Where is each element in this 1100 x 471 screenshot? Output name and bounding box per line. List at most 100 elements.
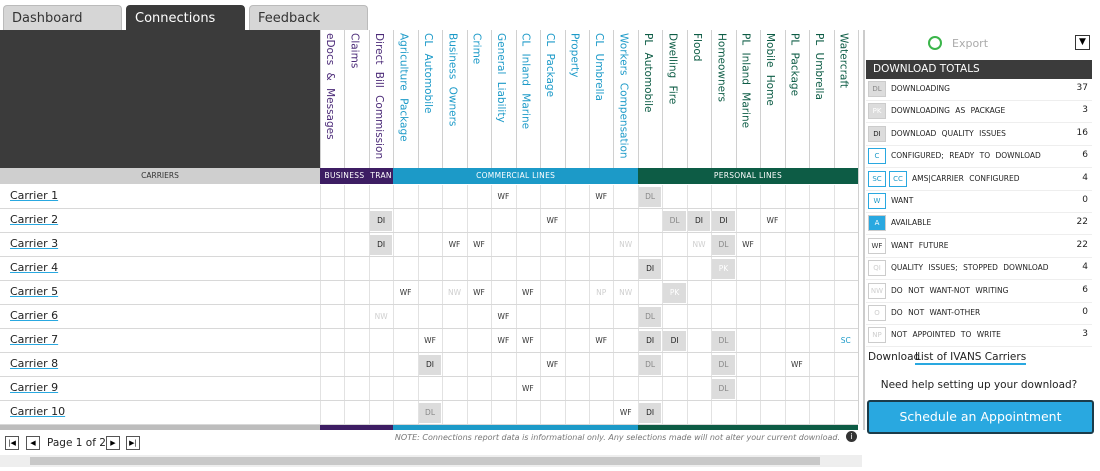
column-line bbox=[589, 30, 590, 168]
carrier-link[interactable]: Carrier 4 bbox=[10, 261, 59, 274]
status-cell: DI bbox=[712, 211, 735, 231]
prev-page[interactable]: ◀ bbox=[26, 436, 40, 450]
group-footer bbox=[368, 424, 394, 430]
total-line bbox=[866, 279, 1092, 281]
total-label: WANT FUTURE bbox=[891, 240, 949, 250]
carrier-link[interactable]: Carrier 7 bbox=[10, 333, 59, 346]
status-cell: SC bbox=[840, 336, 851, 345]
status-badge: PK bbox=[868, 103, 886, 120]
first-page[interactable]: |◀ bbox=[5, 436, 19, 450]
total-count: 16 bbox=[1076, 127, 1088, 138]
column-line bbox=[858, 30, 859, 424]
column-header: PL Umbrella bbox=[813, 33, 826, 100]
column-line bbox=[491, 30, 493, 168]
tab[interactable]: Connections bbox=[126, 5, 245, 30]
status-cell: DI bbox=[369, 211, 393, 231]
download-link[interactable]: List of IVANS Carriers bbox=[915, 351, 1027, 365]
total-label: NOT APPOINTED TO WRITE bbox=[891, 330, 1001, 340]
carriers-header: CARRIERS bbox=[0, 168, 320, 184]
status-cell: WF bbox=[742, 240, 754, 249]
column-header: PL Inland Marine bbox=[739, 33, 752, 129]
carrier-link[interactable]: Carrier 1 bbox=[10, 189, 59, 202]
column-line bbox=[711, 185, 713, 425]
total-count: 0 bbox=[1082, 307, 1088, 317]
column-header: PL Package bbox=[788, 33, 801, 97]
column-line bbox=[735, 185, 737, 425]
status-badge: NP bbox=[868, 327, 886, 344]
group-header: BUSINESS bbox=[320, 168, 369, 184]
footer-bar bbox=[0, 424, 320, 430]
total-label: DO NOT WANT-NOT WRITING bbox=[891, 285, 1009, 295]
column-line bbox=[784, 185, 786, 425]
column-header: Mobile Home bbox=[764, 33, 777, 106]
column-header: eDocs & Messages bbox=[324, 33, 336, 140]
last-page[interactable]: ▶| bbox=[126, 436, 140, 450]
column-line bbox=[833, 30, 835, 168]
row-line bbox=[0, 376, 858, 377]
group-header: TRAN bbox=[368, 168, 394, 184]
dropdown[interactable]: ▼ bbox=[1075, 35, 1090, 50]
status-badge: WF bbox=[868, 237, 886, 254]
total-line bbox=[866, 234, 1092, 236]
column-header: General Liability bbox=[495, 33, 508, 123]
total-count: 0 bbox=[1082, 195, 1088, 205]
carrier-link[interactable]: Carrier 3 bbox=[10, 237, 59, 250]
column-line bbox=[564, 30, 566, 168]
column-header: Watercraft bbox=[837, 33, 850, 88]
status-cell: WF bbox=[521, 288, 534, 297]
carrier-link[interactable]: Carrier 9 bbox=[10, 381, 59, 394]
carrier-link[interactable]: Carrier 2 bbox=[10, 213, 59, 226]
schedule-button[interactable]: Schedule an Appointment bbox=[867, 400, 1094, 434]
column-line bbox=[466, 30, 468, 168]
column-header: Flood bbox=[690, 33, 703, 62]
column-header: CL Package bbox=[544, 33, 557, 98]
group-header: PERSONAL LINES bbox=[637, 168, 858, 184]
status-cell: DL bbox=[638, 307, 662, 327]
column-header: Crime bbox=[470, 33, 483, 65]
scrollbar[interactable] bbox=[0, 455, 862, 467]
status-cell: PK bbox=[663, 283, 686, 303]
export-icon bbox=[928, 36, 942, 50]
total-label: DO NOT WANT-OTHER bbox=[891, 308, 981, 317]
total-line bbox=[866, 100, 1092, 101]
status-cell: WF bbox=[619, 408, 632, 417]
total-count: 6 bbox=[1082, 150, 1088, 161]
column-header: CL Automobile bbox=[421, 33, 434, 114]
carrier-link[interactable]: Carrier 10 bbox=[10, 405, 66, 418]
column-header: Claims bbox=[348, 33, 361, 69]
column-line bbox=[344, 185, 346, 425]
info-icon[interactable]: i bbox=[846, 431, 857, 442]
tab[interactable]: Feedback bbox=[249, 5, 368, 30]
next-page[interactable]: ▶ bbox=[106, 436, 120, 450]
status-cell: DL bbox=[712, 235, 735, 255]
total-count: 4 bbox=[1082, 262, 1088, 273]
status-badge: DI bbox=[868, 125, 886, 142]
column-line bbox=[344, 30, 346, 168]
tab[interactable]: Dashboard bbox=[3, 5, 122, 30]
column-header: Property bbox=[568, 33, 581, 78]
row-line bbox=[0, 400, 858, 401]
status-cell: NW bbox=[374, 312, 388, 321]
column-line bbox=[368, 185, 370, 425]
total-line bbox=[866, 301, 1092, 303]
total-count: 3 bbox=[1082, 329, 1088, 340]
column-line bbox=[760, 30, 762, 168]
total-line bbox=[866, 256, 1092, 258]
export[interactable]: Export bbox=[952, 37, 989, 50]
column-line bbox=[613, 30, 615, 168]
group-footer bbox=[393, 424, 638, 430]
row-line bbox=[0, 232, 858, 233]
scroll-thumb[interactable] bbox=[30, 457, 820, 465]
column-line bbox=[320, 185, 321, 425]
carrier-link[interactable]: Carrier 8 bbox=[10, 357, 59, 370]
status-badge: C bbox=[868, 148, 886, 165]
row-line bbox=[0, 352, 858, 353]
total-line bbox=[866, 324, 1092, 325]
total-count: 22 bbox=[1076, 217, 1088, 228]
column-line bbox=[833, 185, 835, 425]
status-cell: WF bbox=[790, 360, 803, 369]
column-header: Direct Bill Commission bbox=[372, 33, 385, 160]
carrier-link[interactable]: Carrier 6 bbox=[10, 309, 59, 322]
column-line bbox=[760, 185, 762, 425]
carrier-link[interactable]: Carrier 5 bbox=[10, 285, 59, 298]
